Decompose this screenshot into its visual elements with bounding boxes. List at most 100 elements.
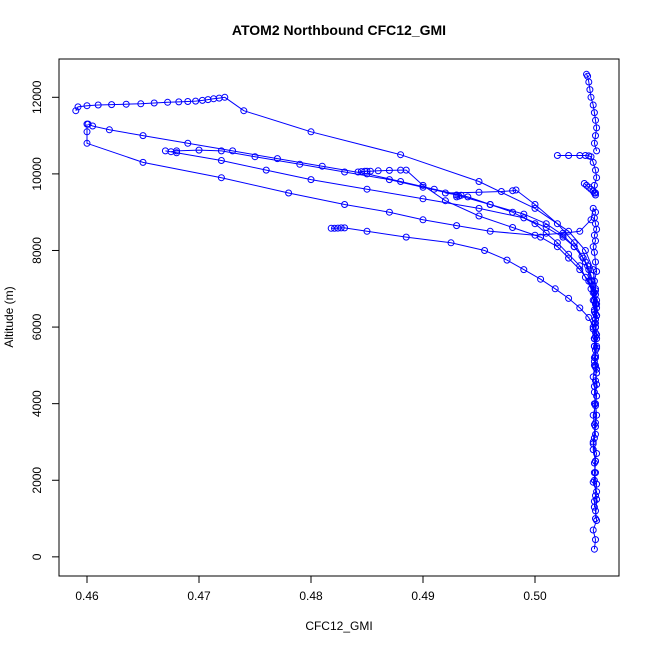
data-point — [590, 231, 598, 239]
data-point — [593, 381, 601, 388]
data-point — [296, 160, 304, 168]
y-axis-label: Altitude (m) — [2, 286, 16, 347]
data-point — [307, 176, 315, 184]
data-point — [457, 191, 465, 199]
data-point — [581, 247, 589, 254]
data-point — [590, 388, 598, 396]
data-point — [251, 153, 259, 161]
data-point — [590, 296, 598, 304]
data-point — [354, 168, 362, 176]
series-line — [75, 96, 598, 519]
y-tick-label: 2000 — [30, 467, 44, 494]
data-point — [553, 220, 561, 228]
series-line — [86, 124, 598, 550]
data-point — [83, 128, 91, 136]
data-point — [593, 174, 601, 182]
data-point — [585, 314, 593, 321]
data-point — [592, 191, 599, 199]
data-point — [447, 239, 455, 247]
data-point — [590, 361, 598, 369]
series-8 — [327, 224, 601, 369]
data-point — [341, 201, 349, 208]
data-point — [565, 152, 573, 159]
data-point — [139, 132, 147, 140]
y-tick-label: 4000 — [30, 390, 44, 417]
data-point — [363, 185, 371, 193]
data-point — [592, 352, 599, 360]
data-point — [589, 187, 597, 195]
data-point — [486, 201, 494, 208]
data-point — [590, 139, 598, 147]
series-4 — [167, 146, 601, 377]
data-point — [273, 155, 281, 163]
data-point — [262, 166, 270, 174]
data-point — [385, 176, 393, 184]
data-point — [593, 147, 601, 155]
data-point — [565, 250, 573, 258]
data-point — [587, 277, 595, 285]
data-point — [475, 188, 483, 196]
data-point — [240, 107, 248, 115]
data-point — [475, 212, 483, 220]
data-point — [590, 400, 598, 408]
series-line — [331, 227, 598, 366]
data-point — [509, 187, 517, 195]
x-tick-label: 0.46 — [75, 589, 99, 603]
data-point — [592, 132, 599, 140]
data-point — [509, 224, 517, 231]
data-point — [520, 266, 528, 274]
series-2 — [84, 120, 601, 511]
data-point — [453, 222, 461, 230]
data-point — [503, 256, 511, 264]
series-11 — [580, 180, 599, 199]
data-point — [175, 98, 183, 106]
data-point — [366, 167, 374, 175]
y-tick-label: 10000 — [30, 157, 44, 191]
data-point — [542, 220, 550, 228]
data-point — [553, 239, 561, 247]
data-point — [229, 147, 237, 155]
data-point — [385, 166, 393, 174]
data-point — [592, 536, 599, 544]
data-point — [192, 97, 200, 105]
data-point — [565, 294, 573, 302]
data-point — [589, 158, 597, 166]
data-point — [419, 181, 427, 189]
x-axis: 0.46 0.47 0.48 0.49 0.50 — [75, 576, 547, 603]
data-point — [553, 243, 561, 251]
data-point — [590, 503, 598, 511]
data-point — [195, 146, 203, 154]
data-point — [318, 162, 326, 170]
data-point — [592, 377, 599, 385]
data-point — [173, 147, 181, 155]
data-point — [531, 204, 539, 212]
data-point — [161, 147, 169, 155]
data-point — [593, 312, 601, 320]
data-point — [537, 233, 545, 241]
series-line — [586, 74, 598, 152]
data-point — [184, 98, 192, 105]
x-tick-label: 0.47 — [187, 589, 211, 603]
data-point — [307, 128, 315, 136]
data-point — [481, 247, 489, 254]
data-point — [94, 101, 102, 109]
data-point — [592, 333, 599, 341]
series-9 — [553, 152, 601, 197]
data-point — [402, 166, 410, 174]
data-point — [583, 181, 590, 189]
series-line — [445, 189, 598, 339]
data-point — [579, 254, 587, 262]
data-point — [520, 214, 528, 222]
data-point — [164, 98, 172, 106]
data-point — [385, 208, 393, 216]
data-point — [217, 174, 225, 182]
data-point — [173, 149, 181, 157]
data-point — [592, 166, 599, 174]
data-point — [363, 167, 371, 175]
data-point — [331, 224, 338, 232]
data-point — [285, 189, 293, 197]
data-point — [589, 446, 597, 454]
data-point — [587, 216, 595, 224]
data-point — [512, 186, 520, 194]
data-point — [589, 323, 597, 331]
